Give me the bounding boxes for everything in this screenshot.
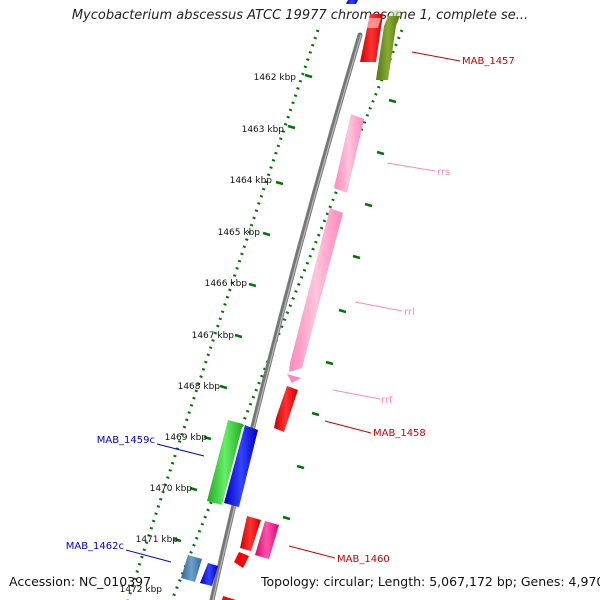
tick-mark xyxy=(352,254,361,260)
gene-arrow[interactable] xyxy=(207,420,243,505)
tick-mark xyxy=(338,308,347,314)
tick-mark xyxy=(189,486,198,492)
tick-label: 1462 kbp xyxy=(254,73,297,83)
tick-label: 1472 kbp xyxy=(120,585,163,595)
callout-line xyxy=(411,51,461,62)
gene-labels: MAB_1457 rrs rrl rrf MAB_1458 MAB_1459c … xyxy=(66,56,515,565)
gene-label-rrf[interactable]: rrf xyxy=(381,395,393,406)
gene-arrow[interactable] xyxy=(334,114,364,193)
tick-label: 1468 kbp xyxy=(178,382,221,392)
tick-mark xyxy=(364,202,373,208)
tick-mark xyxy=(262,231,271,237)
gene-arrow[interactable] xyxy=(390,10,401,16)
callout-line xyxy=(354,301,403,312)
tick-label: 1469 kbp xyxy=(165,433,208,443)
tick-label: 1470 kbp xyxy=(150,484,193,494)
tick-mark xyxy=(282,515,291,521)
map-title: Mycobacterium abscessus ATCC 19977 chrom… xyxy=(71,8,529,23)
callout-line xyxy=(288,545,336,559)
callout-lines xyxy=(125,51,461,563)
gene-label-rrl[interactable]: rrl xyxy=(404,307,415,318)
outer-tick-track xyxy=(170,29,404,600)
gene-arrow[interactable] xyxy=(181,555,202,582)
gene-arrow[interactable] xyxy=(200,562,218,586)
gene-arrow[interactable] xyxy=(289,208,343,372)
callout-line xyxy=(156,443,205,457)
tick-mark xyxy=(376,150,385,156)
inner-tick-track xyxy=(126,29,320,600)
callout-line xyxy=(386,162,436,172)
tick-labels: 1462 kbp 1463 kbp 1464 kbp 1465 kbp 1466… xyxy=(120,73,297,595)
gene-arrow[interactable] xyxy=(346,0,358,4)
tick-mark xyxy=(287,124,296,130)
gene-label-mab-1460[interactable]: MAB_1460 xyxy=(337,554,390,565)
tick-mark xyxy=(234,333,243,339)
gene-label-mab-1457[interactable]: MAB_1457 xyxy=(462,56,515,67)
outer-track-ticks xyxy=(282,98,397,521)
tick-label: 1464 kbp xyxy=(230,176,273,186)
tick-mark xyxy=(304,73,313,79)
inner-track-ticks xyxy=(173,73,313,543)
tick-label: 1471 kbp xyxy=(136,535,179,545)
tick-mark xyxy=(296,464,305,470)
tick-mark xyxy=(311,411,320,417)
gene-arrow[interactable] xyxy=(376,16,400,80)
tick-mark xyxy=(388,98,397,104)
gene-arrow[interactable] xyxy=(224,425,258,507)
tick-mark xyxy=(248,282,257,288)
tick-label: 1465 kbp xyxy=(218,228,261,238)
accession-label: Accession: NC_010397 xyxy=(9,574,152,589)
gene-arrow[interactable] xyxy=(367,18,381,28)
gene-arrow[interactable] xyxy=(222,596,236,600)
gene-arrow[interactable] xyxy=(234,552,249,568)
callout-line xyxy=(324,420,372,434)
backbone-highlight xyxy=(212,34,362,600)
gene-label-rrs[interactable]: rrs xyxy=(437,167,450,178)
gene-label-mab-1459c[interactable]: MAB_1459c xyxy=(97,435,155,446)
tick-mark xyxy=(173,537,182,543)
gene-arrow[interactable] xyxy=(255,521,279,559)
chromosome-backbone xyxy=(209,32,363,600)
gene-arrow[interactable] xyxy=(274,386,298,432)
tick-label: 1466 kbp xyxy=(205,279,248,289)
tick-mark xyxy=(275,180,284,186)
gene-arrow[interactable] xyxy=(240,516,261,551)
gene-label-mab-1462c[interactable]: MAB_1462c xyxy=(66,541,124,552)
tick-mark xyxy=(219,384,228,390)
genome-summary: Topology: circular; Length: 5,067,172 bp… xyxy=(261,574,600,589)
callout-line xyxy=(332,389,381,400)
tick-mark xyxy=(203,435,212,441)
gene-arrow[interactable] xyxy=(287,374,301,383)
tick-mark xyxy=(325,360,334,366)
tick-label: 1463 kbp xyxy=(242,125,285,135)
gene-label-mab-1458[interactable]: MAB_1458 xyxy=(373,428,426,439)
tick-label: 1467 kbp xyxy=(192,331,235,341)
callout-line xyxy=(125,549,172,563)
